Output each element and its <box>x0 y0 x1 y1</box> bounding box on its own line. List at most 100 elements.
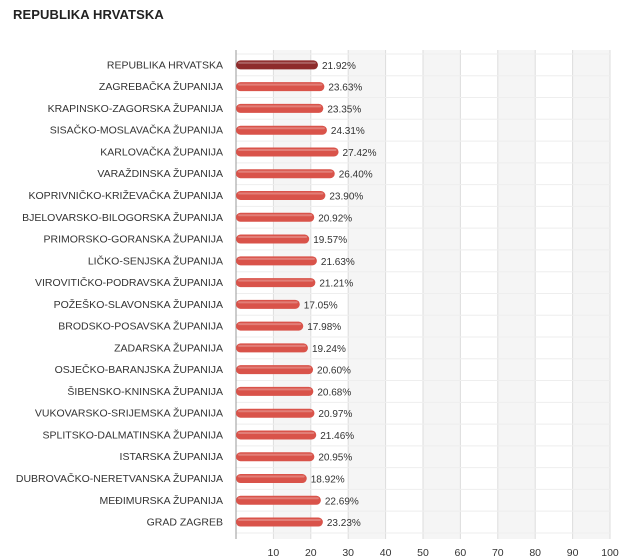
bar-highlight <box>238 192 324 195</box>
bar-highlight <box>238 475 305 478</box>
background-band <box>497 50 536 539</box>
value-label: 19.57% <box>313 235 347 246</box>
bar[interactable] <box>236 408 315 418</box>
category-label: POŽEŠKO-SLAVONSKA ŽUPANIJA <box>54 298 223 311</box>
bar[interactable] <box>236 82 325 92</box>
bar[interactable] <box>236 234 310 244</box>
value-label: 17.98% <box>307 322 341 333</box>
value-label: 18.92% <box>311 475 345 486</box>
category-label: KOPRIVNIČKO-KRIŽEVAČKA ŽUPANIJA <box>29 189 223 202</box>
category-label: LIČKO-SENJSKA ŽUPANIJA <box>88 254 223 267</box>
category-labels: REPUBLIKA HRVATSKA ZAGREBAČKA ŽUPANIJA KRA… <box>16 59 223 528</box>
category-label: ZADARSKA ŽUPANIJA <box>114 341 223 354</box>
chart-gridlines <box>236 50 611 539</box>
value-label: 20.92% <box>318 213 352 224</box>
bar[interactable] <box>236 147 339 157</box>
bar-highlight <box>238 61 316 64</box>
category-label: DUBROVAČKO-NERETVANSKA ŽUPANIJA <box>16 472 223 485</box>
bar-highlight <box>238 519 321 522</box>
bar-highlight <box>238 257 315 260</box>
x-tick-label: 80 <box>529 547 541 559</box>
bar[interactable] <box>236 103 324 113</box>
category-label: SPLITSKO-DALMATINSKA ŽUPANIJA <box>43 428 223 441</box>
value-labels: 21.92% 23.63% 23.35% 24.31% 27.42% 26.40% 23.9… <box>304 61 377 529</box>
x-tick-label: 50 <box>417 547 429 559</box>
x-tick-label: 30 <box>342 547 354 559</box>
bar[interactable] <box>236 212 315 222</box>
bar[interactable] <box>236 299 300 309</box>
value-label: 20.60% <box>317 366 351 377</box>
bar-highlight <box>238 366 312 369</box>
category-label: REPUBLIKA HRVATSKA <box>107 59 223 71</box>
background-band <box>348 50 386 539</box>
bar[interactable] <box>236 343 308 353</box>
x-tick-label: 90 <box>567 547 579 559</box>
bar-highlight <box>238 301 298 304</box>
category-label: BJELOVARSKO-BILOGORSKA ŽUPANIJA <box>22 211 223 224</box>
value-label: 21.92% <box>322 61 356 72</box>
x-tick-label: 70 <box>492 547 504 559</box>
category-label: ISTARSKA ŽUPANIJA <box>120 450 223 463</box>
bar-highlight <box>238 279 314 282</box>
category-label: KRAPINSKO-ZAGORSKA ŽUPANIJA <box>48 102 223 115</box>
bar[interactable] <box>236 278 316 288</box>
bars <box>236 60 339 527</box>
bar-highlight <box>238 148 337 151</box>
bar[interactable] <box>236 125 327 135</box>
x-tick-label: 10 <box>268 547 280 559</box>
bar[interactable] <box>236 495 321 505</box>
value-label: 22.69% <box>325 496 359 507</box>
value-label: 24.31% <box>331 126 365 137</box>
x-tick-labels: 10 20 30 40 50 60 70 80 90 100 <box>268 547 619 559</box>
bar[interactable] <box>236 256 317 266</box>
x-tick-label: 60 <box>455 547 467 559</box>
category-label: GRAD ZAGREB <box>147 517 223 529</box>
category-label: MEĐIMURSKA ŽUPANIJA <box>100 494 224 507</box>
bar[interactable] <box>236 517 323 527</box>
category-label: VUKOVARSKO-SRIJEMSKA ŽUPANIJA <box>35 407 223 420</box>
bar[interactable] <box>236 191 326 201</box>
value-label: 23.35% <box>327 104 361 115</box>
bar[interactable] <box>236 365 314 375</box>
category-label: VIROVITIČKO-PODRAVSKA ŽUPANIJA <box>35 276 223 289</box>
value-label: 23.63% <box>328 83 362 94</box>
bar[interactable] <box>236 169 335 179</box>
value-label: 20.95% <box>318 453 352 464</box>
value-label: 21.21% <box>319 279 353 290</box>
category-label: PRIMORSKO-GORANSKA ŽUPANIJA <box>44 233 224 246</box>
bar-highlight <box>238 105 322 108</box>
category-label: KARLOVAČKA ŽUPANIJA <box>100 145 223 158</box>
category-label: BRODSKO-POSAVSKA ŽUPANIJA <box>58 320 223 333</box>
bar-highlight <box>238 344 306 347</box>
bar-highlight <box>238 236 308 239</box>
background-band <box>572 50 610 539</box>
bar-highlight <box>238 453 313 456</box>
value-label: 20.97% <box>318 409 352 420</box>
bar[interactable] <box>236 474 307 484</box>
bar-highlight <box>238 127 325 130</box>
bar[interactable] <box>236 430 317 440</box>
value-label: 26.40% <box>339 170 373 181</box>
value-label: 23.23% <box>327 518 361 529</box>
bar-highlight <box>238 497 319 500</box>
value-label: 21.63% <box>321 257 355 268</box>
page-title: REPUBLIKA HRVATSKA <box>13 7 164 22</box>
chart-background-bands <box>273 50 610 539</box>
bar[interactable] <box>236 321 304 331</box>
bar[interactable] <box>236 452 315 462</box>
category-label: VARAŽDINSKA ŽUPANIJA <box>97 167 223 180</box>
bar-highlight <box>238 170 333 173</box>
category-label: SISAČKO-MOSLAVAČKA ŽUPANIJA <box>50 124 223 137</box>
bar-highlight <box>238 388 312 391</box>
bar-highlight <box>238 410 313 413</box>
category-label: ŠIBENSKO-KNINSKA ŽUPANIJA <box>67 385 223 398</box>
bar[interactable] <box>236 60 318 70</box>
x-tick-label: 20 <box>305 547 317 559</box>
x-tick-label: 100 <box>601 547 619 559</box>
bar-highlight <box>238 431 315 434</box>
value-label: 23.90% <box>329 192 363 203</box>
bar[interactable] <box>236 386 314 396</box>
value-label: 27.42% <box>343 148 377 159</box>
category-label: ZAGREBAČKA ŽUPANIJA <box>99 80 223 93</box>
